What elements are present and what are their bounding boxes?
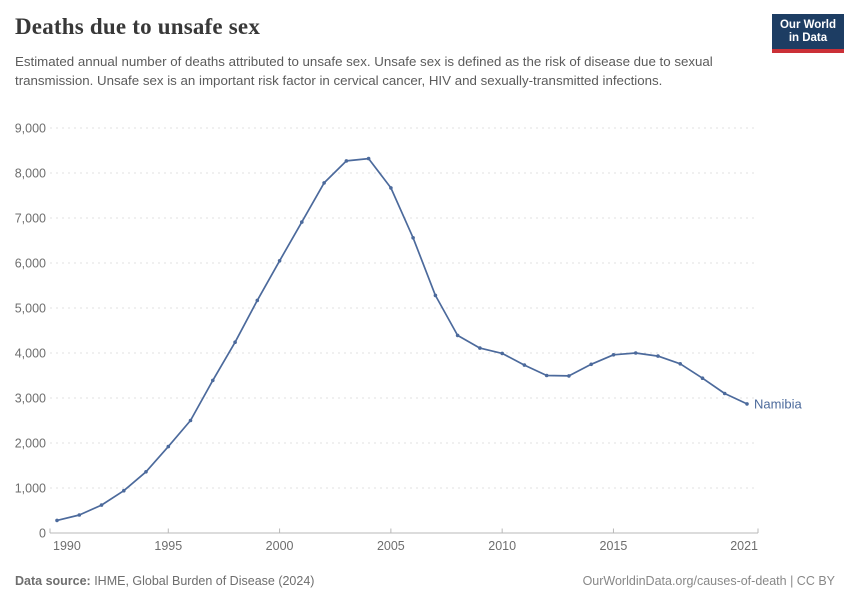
data-point[interactable] [322, 181, 326, 185]
y-tick-label: 5,000 [15, 302, 46, 316]
y-tick-label: 6,000 [15, 257, 46, 271]
data-point[interactable] [233, 340, 237, 345]
data-point[interactable] [211, 378, 215, 383]
data-point[interactable] [411, 236, 415, 240]
owid-logo-line1: Our World [779, 19, 836, 31]
x-tick-label: 1995 [154, 539, 182, 553]
data-point[interactable] [389, 186, 393, 190]
data-point[interactable] [500, 351, 505, 356]
credit-link[interactable]: OurWorldinData.org/causes-of-death | CC … [582, 574, 835, 588]
data-point[interactable] [144, 470, 148, 474]
data-point[interactable] [544, 373, 549, 378]
data-point[interactable] [478, 346, 482, 350]
x-tick-label: 2005 [377, 539, 405, 553]
data-point[interactable] [300, 220, 304, 224]
data-point[interactable] [77, 513, 82, 517]
data-source-value: IHME, Global Burden of Disease (2024) [90, 574, 315, 588]
data-point[interactable] [366, 156, 371, 161]
data-point[interactable] [455, 333, 460, 338]
data-point[interactable] [522, 363, 527, 367]
page-footer: Data source: IHME, Global Burden of Dise… [15, 574, 835, 588]
y-tick-label: 9,000 [15, 122, 46, 136]
data-point[interactable] [656, 354, 660, 358]
data-point[interactable] [611, 353, 616, 357]
y-tick-label: 7,000 [15, 212, 46, 226]
x-tick-label: 2000 [266, 539, 294, 553]
y-tick-label: 8,000 [15, 167, 46, 181]
data-point[interactable] [433, 293, 438, 298]
y-tick-label: 3,000 [15, 392, 46, 406]
entity-label[interactable]: Namibia [754, 396, 802, 411]
data-point[interactable] [255, 298, 260, 303]
data-point[interactable] [745, 402, 749, 406]
y-tick-label: 0 [39, 527, 46, 541]
data-point[interactable] [344, 159, 349, 163]
x-tick-label: 1990 [53, 539, 81, 553]
series-line[interactable] [56, 157, 748, 522]
data-point[interactable] [166, 444, 171, 449]
owid-logo[interactable]: Our World in Data [771, 14, 844, 53]
data-point[interactable] [99, 503, 104, 507]
y-tick-label: 2,000 [15, 437, 46, 451]
data-source: Data source: IHME, Global Burden of Dise… [15, 574, 314, 588]
data-point[interactable] [633, 351, 638, 355]
data-source-label: Data source: [15, 574, 91, 588]
data-point[interactable] [188, 418, 193, 423]
data-point[interactable] [122, 488, 126, 493]
data-point[interactable] [55, 518, 59, 523]
y-tick-label: 4,000 [15, 347, 46, 361]
data-point[interactable] [277, 259, 282, 263]
data-point[interactable] [722, 391, 727, 396]
data-point[interactable] [700, 376, 705, 381]
data-point[interactable] [567, 374, 571, 378]
data-point[interactable] [678, 362, 682, 366]
page-title: Deaths due to unsafe sex [15, 14, 261, 39]
x-tick-label: 2015 [600, 539, 628, 553]
page-subtitle: Estimated annual number of deaths attrib… [15, 54, 713, 88]
data-point[interactable] [589, 362, 593, 367]
x-tick-label: 2021 [730, 539, 758, 553]
owid-logo-line2: in Data [788, 32, 828, 44]
y-tick-label: 1,000 [15, 482, 46, 496]
x-tick-label: 2010 [488, 539, 516, 553]
